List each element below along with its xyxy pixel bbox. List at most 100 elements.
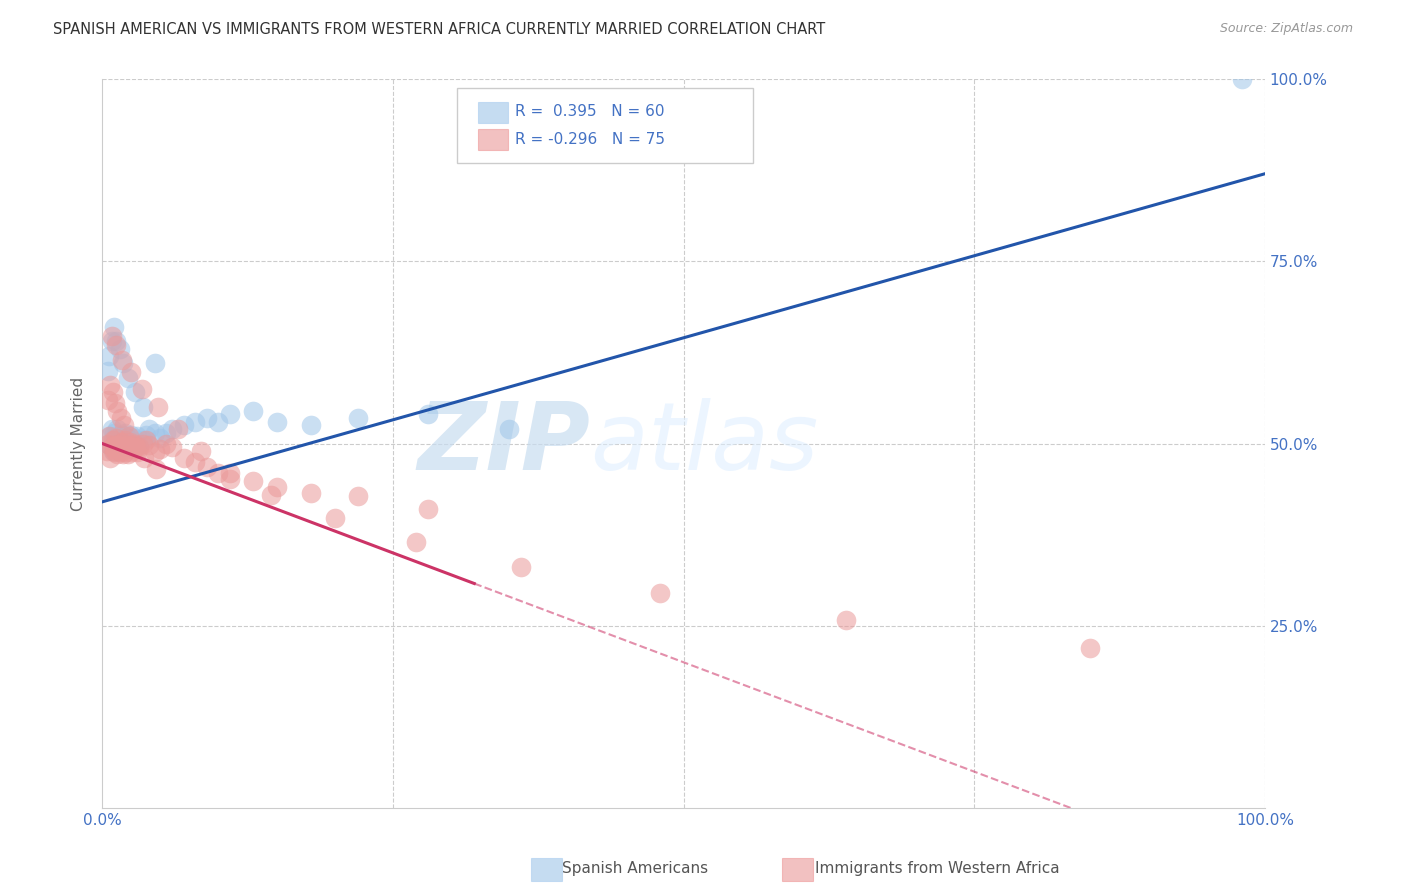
Point [105,431,128,445]
Point [105,447,128,461]
Point [118,440,141,454]
Point [190,443,212,458]
Point [122,442,145,457]
Point [143,425,166,440]
Point [138,438,160,452]
Point [121,438,143,452]
FancyBboxPatch shape [478,102,508,123]
Point [219,466,242,480]
Point [207,415,229,429]
Point [219,471,242,485]
Point [242,475,264,489]
Point [105,422,128,436]
Point [107,440,129,454]
Point [120,365,142,379]
Point [173,418,195,433]
FancyBboxPatch shape [457,88,754,163]
Point [143,445,166,459]
Point [104,440,127,454]
Text: ZIP: ZIP [418,398,591,490]
Point [347,489,370,503]
Point [117,447,139,461]
Point [98,451,121,466]
Y-axis label: Currently Married: Currently Married [72,376,86,510]
Point [117,431,139,445]
Point [108,342,131,356]
Point [301,418,323,433]
Point [132,433,155,447]
Point [195,411,218,425]
Point [115,438,138,452]
Point [650,586,672,600]
Point [101,433,124,447]
Point [112,440,135,454]
Point [101,443,124,458]
Point [103,425,125,440]
Point [103,433,125,447]
Point [100,422,122,436]
Point [127,445,149,459]
Point [132,400,155,414]
Point [266,415,288,429]
Point [100,328,122,343]
Point [105,338,128,352]
Point [1080,640,1102,655]
Point [301,486,323,500]
Point [105,429,128,443]
Point [131,382,153,396]
Point [114,445,136,459]
Point [242,403,264,417]
Point [145,462,167,476]
Point [127,429,149,443]
Point [110,433,132,447]
Point [114,425,136,440]
Point [97,436,120,450]
Point [120,435,142,450]
Point [114,433,136,447]
Point [155,425,177,440]
Point [266,480,288,494]
Point [184,455,207,469]
Point [120,445,142,459]
Point [112,440,135,454]
Text: SPANISH AMERICAN VS IMMIGRANTS FROM WESTERN AFRICA CURRENTLY MARRIED CORRELATION: SPANISH AMERICAN VS IMMIGRANTS FROM WEST… [53,22,825,37]
Point [128,440,150,454]
Point [103,319,125,334]
Point [132,451,155,466]
Point [108,429,131,443]
Point [118,440,141,454]
Point [112,356,135,370]
Point [160,422,183,436]
Point [146,400,169,414]
Point [112,427,135,442]
Point [219,408,242,422]
Point [405,535,427,549]
Point [97,436,120,450]
Point [105,438,128,452]
Point [416,408,439,422]
Point [498,422,520,436]
Point [105,334,128,349]
Point [105,431,128,445]
Point [105,403,128,417]
Point [104,443,127,458]
Point [835,613,858,627]
Point [108,443,131,458]
Point [98,378,121,392]
Point [160,440,183,454]
Point [135,433,157,447]
Text: Spanish Americans: Spanish Americans [562,862,709,876]
Point [103,445,125,459]
Point [105,436,128,450]
Text: R =  0.395   N = 60: R = 0.395 N = 60 [515,104,665,120]
Text: R = -0.296   N = 75: R = -0.296 N = 75 [515,132,665,147]
Point [111,438,134,452]
Point [112,418,135,433]
Point [118,429,141,443]
Point [132,436,155,450]
Point [207,466,229,480]
Point [108,436,131,450]
Point [117,371,139,385]
Point [108,440,131,454]
Point [101,385,124,400]
